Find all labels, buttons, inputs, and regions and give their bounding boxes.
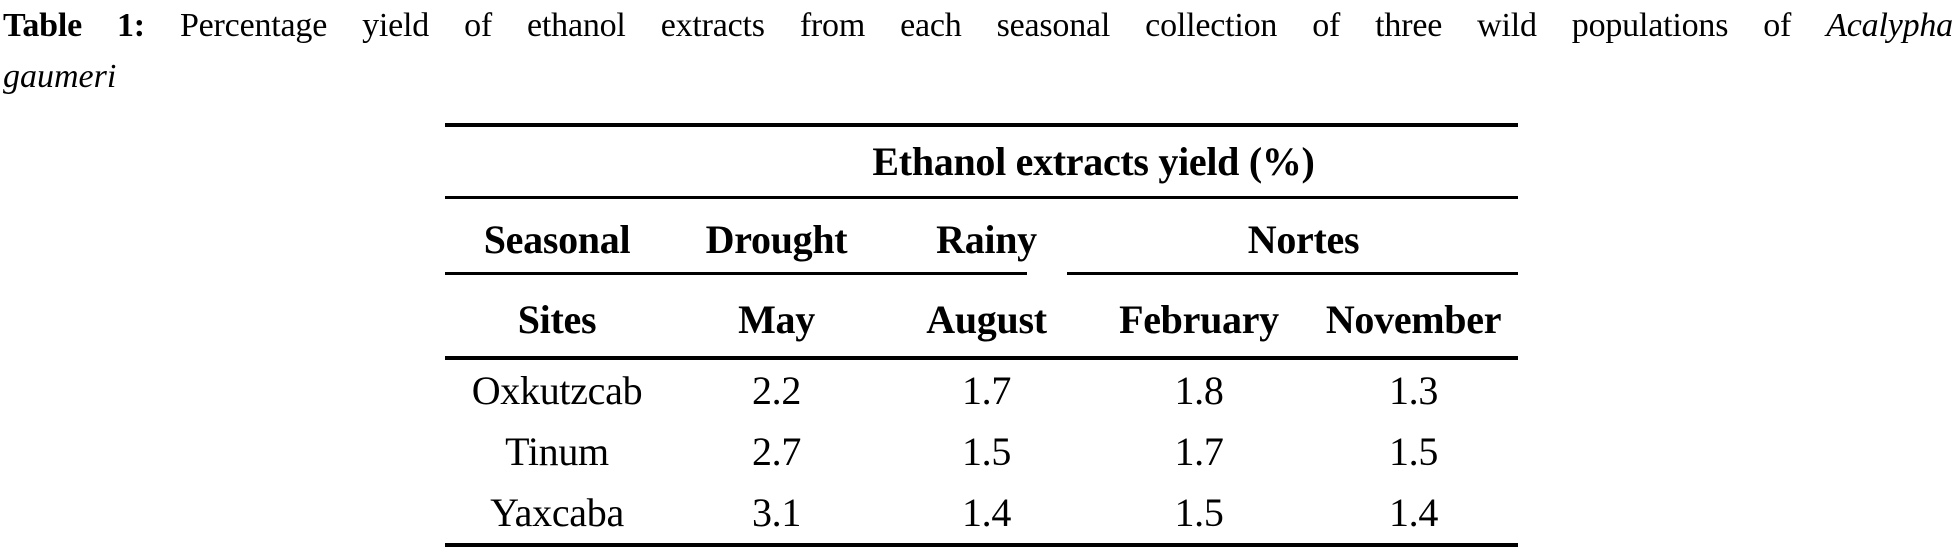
cell-november: 1.3 — [1388, 368, 1439, 413]
header-drought: Drought — [705, 217, 848, 262]
month-header-row: Sites May August February November — [445, 275, 1518, 356]
cell-site: Tinum — [505, 429, 609, 474]
bottom-rule-line — [445, 543, 1518, 547]
table-caption: Table 1: Percentage yield of ethanol ext… — [0, 0, 1953, 102]
header-rainy: Rainy — [936, 217, 1037, 262]
table-row: Tinum 2.7 1.5 1.7 1.5 — [445, 421, 1518, 482]
header-nortes: Nortes — [1247, 217, 1360, 262]
cell-august: 1.5 — [961, 429, 1012, 474]
cmid-rule-left — [445, 272, 1027, 275]
table-row: Yaxcaba 3.1 1.4 1.5 1.4 — [445, 482, 1518, 543]
spanner-header: Ethanol extracts yield (%) — [872, 139, 1315, 184]
cell-august: 1.4 — [961, 490, 1012, 535]
cell-february: 1.8 — [1174, 368, 1224, 413]
bottom-rule — [445, 543, 1518, 547]
caption-line-2: gaumeri — [3, 51, 1953, 102]
spanner-row: Ethanol extracts yield (%) — [445, 127, 1518, 196]
header-sites: Sites — [517, 297, 597, 342]
caption-text: Percentage yield of ethanol extracts fro… — [179, 7, 1792, 44]
cell-february: 1.5 — [1174, 490, 1224, 535]
header-august: August — [926, 297, 1047, 342]
header-seasonal: Seasonal — [483, 217, 631, 262]
mid-rule-2-line — [445, 356, 1518, 360]
header-february: February — [1119, 297, 1279, 342]
header-november: November — [1325, 297, 1502, 342]
cell-november: 1.4 — [1388, 490, 1439, 535]
cell-february: 1.7 — [1174, 429, 1224, 474]
cmid-rule-wrap — [445, 272, 1518, 275]
cmid-rule-right — [1067, 272, 1518, 275]
split-mid-rules-cell — [445, 272, 1518, 275]
cell-may: 2.7 — [751, 429, 802, 474]
cell-august: 1.7 — [961, 368, 1012, 413]
table-row: Oxkutzcab 2.2 1.7 1.8 1.3 — [445, 360, 1518, 421]
caption-species-part1: Acalypha — [1826, 7, 1953, 44]
cell-site: Yaxcaba — [490, 490, 624, 535]
season-header-row: Seasonal Drought Rainy Nortes — [445, 199, 1518, 272]
cell-may: 2.2 — [751, 368, 802, 413]
cell-may: 3.1 — [751, 490, 802, 535]
caption-label: Table 1: — [3, 7, 145, 44]
spanner-empty-cell — [445, 127, 669, 196]
mid-rule-1 — [445, 196, 1518, 199]
top-rule-line — [445, 123, 1518, 127]
caption-line-1: Table 1: Percentage yield of ethanol ext… — [3, 0, 1953, 51]
mid-rule-1-line — [445, 196, 1518, 199]
cell-site: Oxkutzcab — [471, 368, 643, 413]
split-mid-rules — [445, 272, 1518, 275]
header-may: May — [738, 297, 815, 342]
caption-species-part2: gaumeri — [3, 58, 117, 95]
mid-rule-2 — [445, 356, 1518, 360]
top-rule — [445, 123, 1518, 127]
cell-november: 1.5 — [1388, 429, 1439, 474]
yield-table: Ethanol extracts yield (%) Seasonal Drou… — [445, 123, 1518, 547]
